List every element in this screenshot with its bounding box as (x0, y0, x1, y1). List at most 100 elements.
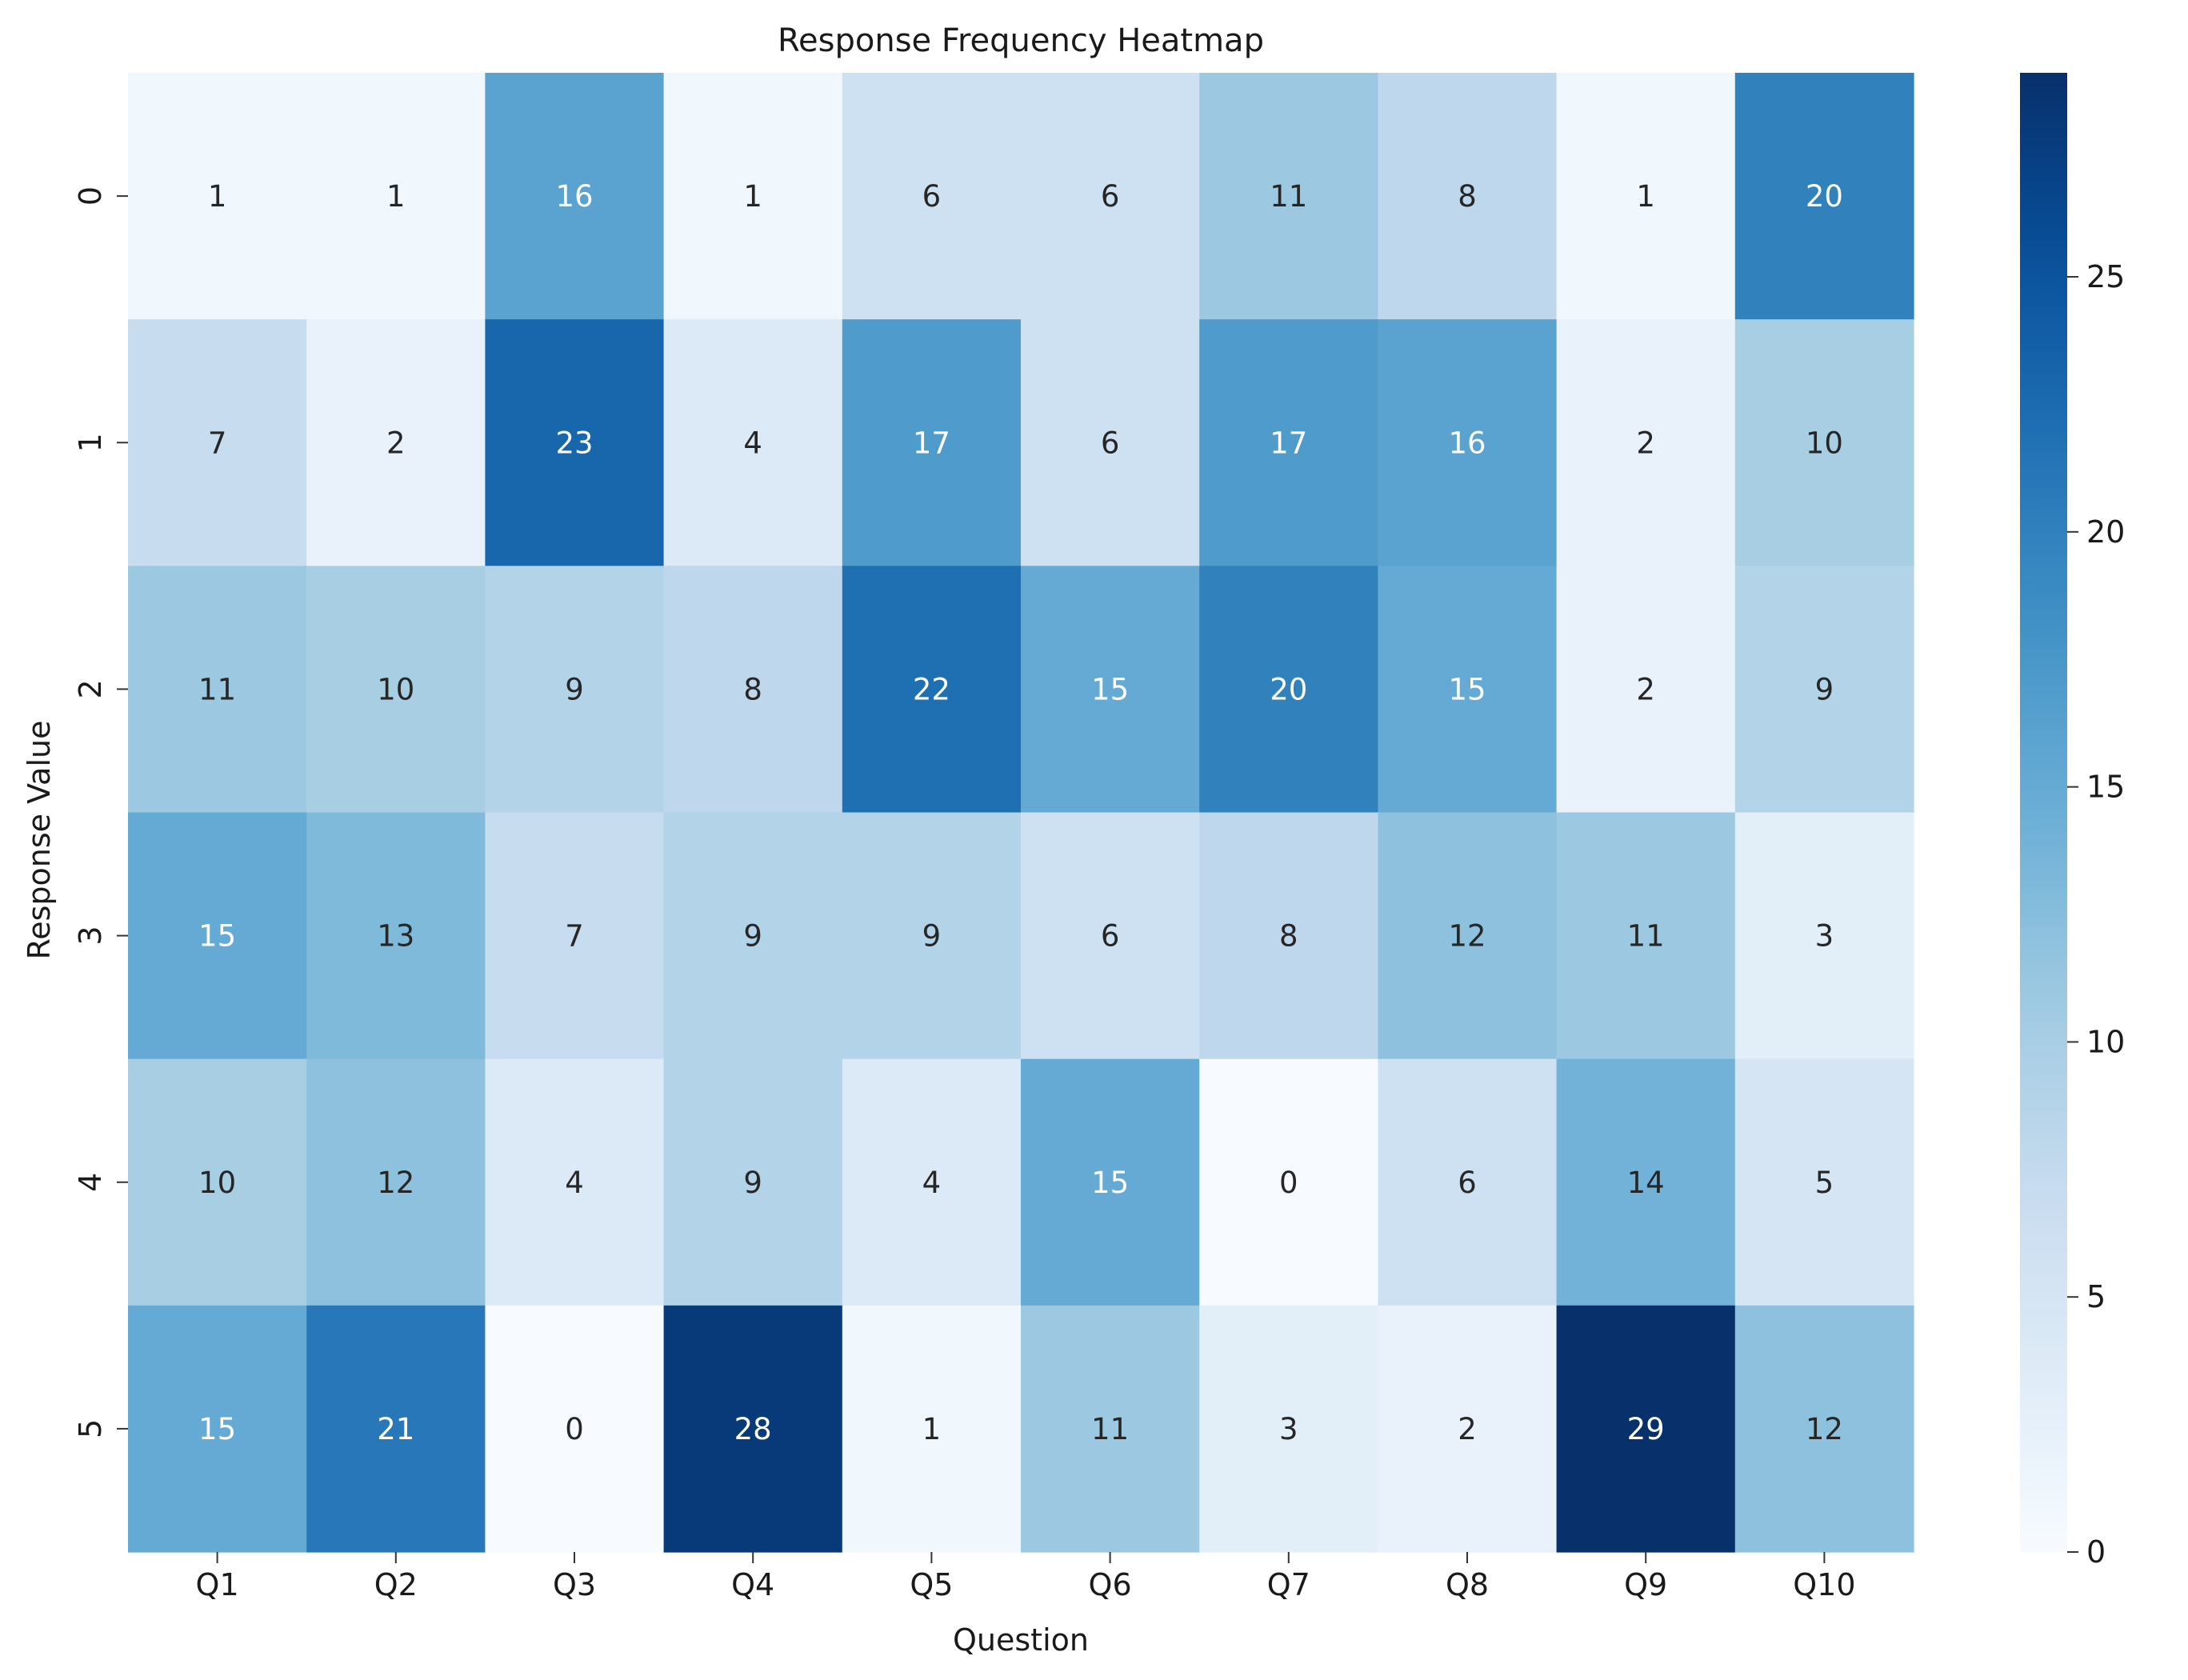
colorbar-tick-label: 15 (2086, 770, 2125, 805)
heatmap-cell (485, 812, 665, 1060)
x-tick-label: Q6 (1089, 1567, 1132, 1602)
y-tick-label: 4 (73, 1173, 108, 1192)
cell-value-label: 1 (208, 179, 227, 214)
heatmap-cell (1556, 1058, 1736, 1306)
heatmap-cell (1734, 812, 1914, 1060)
cell-value-label: 0 (565, 1412, 584, 1446)
colorbar-gradient (2020, 73, 2067, 1552)
cell-value-label: 7 (565, 919, 584, 954)
cell-value-label: 6 (1101, 179, 1120, 214)
heatmap-cell (306, 73, 486, 320)
x-tick-label: Q4 (731, 1567, 774, 1602)
y-tick-label: 5 (73, 1419, 108, 1438)
cell-value-label: 8 (1458, 179, 1477, 214)
heatmap-cell (1734, 1058, 1914, 1306)
cell-value-label: 12 (1806, 1412, 1843, 1446)
cell-value-label: 2 (1636, 426, 1655, 460)
heatmap-cell (128, 1058, 307, 1306)
heatmap-cell (485, 1058, 665, 1306)
heatmap-cell (1199, 73, 1378, 320)
heatmap-cell (1021, 1058, 1200, 1306)
heatmap-cell (663, 1305, 843, 1553)
cell-value-label: 7 (208, 426, 227, 460)
heatmap-cell (485, 319, 665, 566)
chart-title: Response Frequency Heatmap (778, 22, 1264, 59)
heatmap-cell (1734, 1305, 1914, 1553)
heatmap-cell (663, 812, 843, 1060)
cell-value-label: 13 (377, 919, 414, 954)
y-tick-label: 2 (73, 679, 108, 698)
heatmap-cell (128, 319, 307, 566)
heatmap-cell (306, 566, 486, 814)
heatmap-cell (128, 812, 307, 1060)
colorbar-tick-label: 25 (2086, 259, 2125, 294)
heatmap-cell (663, 73, 843, 320)
cell-value-label: 8 (1279, 919, 1298, 954)
cell-value-label: 11 (1091, 1412, 1129, 1446)
cell-value-label: 12 (377, 1166, 414, 1200)
cell-value-label: 4 (922, 1166, 942, 1200)
heatmap-cell (1556, 812, 1736, 1060)
colorbar-tick-label: 10 (2086, 1024, 2125, 1059)
colorbar: 0 5 10 15 20 25 (2020, 73, 2125, 1570)
heatmap-cell (1199, 812, 1378, 1060)
heatmap-cell (485, 73, 665, 320)
heatmap-cell (842, 812, 1022, 1060)
heatmap-cell (1378, 566, 1558, 814)
heatmap-cell (1378, 73, 1558, 320)
heatmap-cell (842, 566, 1022, 814)
x-tick-label: Q8 (1446, 1567, 1489, 1602)
heatmap-cell (128, 73, 307, 320)
heatmap-cell (485, 1305, 665, 1553)
x-tick-label: Q10 (1793, 1567, 1855, 1602)
cell-value-label: 23 (555, 426, 593, 460)
cell-value-label: 0 (1279, 1166, 1298, 1200)
cell-value-label: 10 (1806, 426, 1843, 460)
heatmap-cell (1021, 319, 1200, 566)
cell-value-label: 28 (734, 1412, 772, 1446)
heatmap-cell (1199, 1058, 1378, 1306)
heatmap-cell (842, 1058, 1022, 1306)
heatmap-cell (1734, 319, 1914, 566)
x-axis-label: Question (953, 1622, 1089, 1658)
cell-value-label: 1 (386, 179, 406, 214)
x-tick-label: Q7 (1267, 1567, 1310, 1602)
cell-value-label: 6 (1101, 426, 1120, 460)
cell-value-label: 9 (1815, 672, 1834, 706)
colorbar-tick-label: 0 (2086, 1534, 2106, 1570)
cell-value-label: 4 (743, 426, 762, 460)
x-tick-label: Q5 (910, 1567, 953, 1602)
cell-value-label: 6 (922, 179, 942, 214)
cell-value-label: 12 (1448, 919, 1486, 954)
cell-value-label: 5 (1815, 1166, 1834, 1200)
heatmap-cell (1021, 73, 1200, 320)
cell-value-label: 16 (1448, 426, 1486, 460)
cell-value-label: 11 (1627, 919, 1665, 954)
heatmap-cell (663, 566, 843, 814)
heatmap-cell (1556, 1305, 1736, 1553)
heatmap-cell (306, 1305, 486, 1553)
heatmap-cell (1556, 319, 1736, 566)
y-tick-label: 3 (73, 926, 108, 945)
heatmap-cell (1556, 73, 1736, 320)
y-tick-label: 0 (73, 186, 108, 206)
heatmap-cell (1734, 73, 1914, 320)
cell-value-label: 3 (1815, 919, 1834, 954)
colorbar-tick-label: 5 (2086, 1279, 2106, 1314)
heatmap-cell (1378, 1305, 1558, 1553)
y-axis-label: Response Value (22, 721, 57, 960)
cell-value-label: 2 (386, 426, 406, 460)
cell-value-label: 2 (1636, 672, 1655, 706)
cell-value-label: 20 (1270, 672, 1307, 706)
heatmap-cell (128, 1305, 307, 1553)
heatmap-cell (1378, 812, 1558, 1060)
cell-value-label: 17 (1270, 426, 1307, 460)
cell-value-label: 2 (1458, 1412, 1477, 1446)
x-tick-label: Q9 (1624, 1567, 1667, 1602)
heatmap-cell (842, 73, 1022, 320)
cell-value-label: 11 (198, 672, 236, 706)
heatmap-cell (842, 319, 1022, 566)
heatmap-cell (306, 812, 486, 1060)
heatmap-cell (306, 1058, 486, 1306)
cell-value-label: 9 (743, 1166, 762, 1200)
